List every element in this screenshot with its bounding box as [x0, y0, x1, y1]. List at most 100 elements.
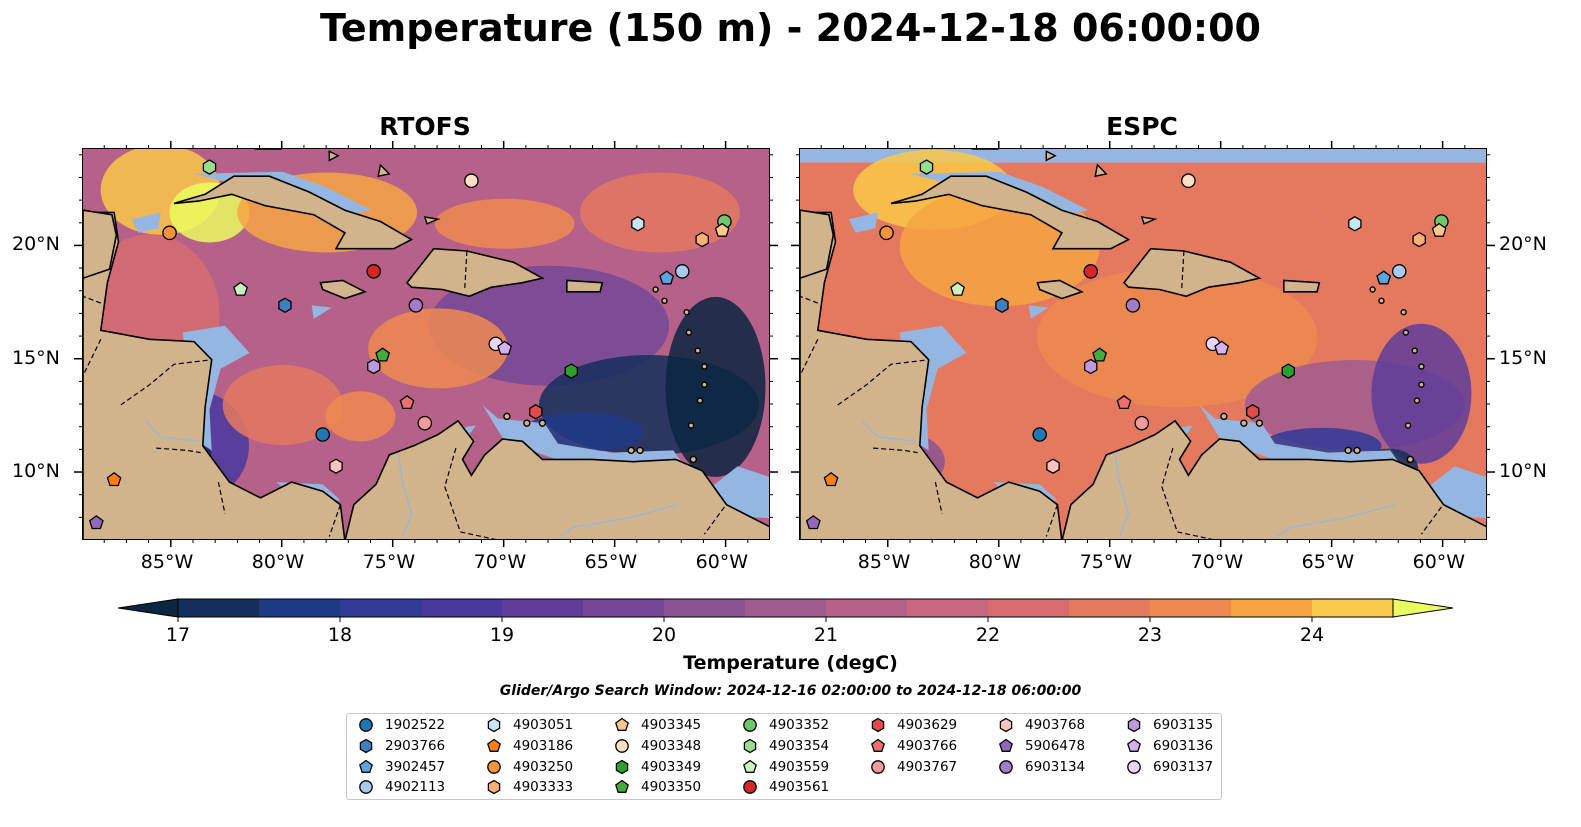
legend-label: 4902113 [385, 779, 446, 796]
float-6903136-espc-0[interactable] [919, 159, 934, 175]
pentagon-marker-icon [1127, 738, 1141, 752]
float-1902522-espc-21[interactable] [1032, 427, 1047, 442]
legend-marker[interactable] [359, 738, 373, 754]
legend-marker[interactable] [999, 738, 1013, 752]
legend-label: 4903333 [513, 779, 574, 796]
legend-marker[interactable] [743, 718, 757, 732]
float-3902457-rtofs-9[interactable] [659, 270, 675, 285]
float-4903348-espc-1[interactable] [1181, 173, 1196, 189]
legend-marker[interactable] [487, 780, 501, 795]
float-4903250-rtofs-6[interactable] [162, 225, 177, 241]
lat-label-left: 10°N [12, 460, 60, 483]
float-4903333-rtofs-5[interactable] [695, 231, 709, 248]
lon-label: 60°W [695, 551, 749, 573]
float-4903186-rtofs-23[interactable] [106, 471, 122, 487]
legend-marker[interactable] [615, 759, 629, 774]
float-6903134-rtofs-12[interactable] [408, 298, 424, 313]
legend-marker[interactable] [359, 718, 373, 732]
float-4903345-espc-4[interactable] [1431, 222, 1447, 237]
float-4903629-rtofs-19[interactable] [529, 404, 543, 420]
legend-marker[interactable] [487, 717, 501, 733]
legend-marker[interactable] [615, 780, 629, 794]
float-4902113-espc-8[interactable] [1391, 264, 1407, 279]
legend-item: 6903136 [1125, 736, 1213, 756]
float-6903136-espc-14[interactable] [1214, 340, 1230, 355]
legend-marker[interactable] [871, 738, 885, 752]
legend-marker[interactable] [615, 717, 629, 731]
float-2903766-espc-11[interactable] [995, 297, 1009, 314]
float-4903186-espc-23[interactable] [823, 471, 839, 487]
colorbar-bin [1231, 599, 1313, 617]
lat-label-right: 15°N [1499, 346, 1547, 369]
legend-marker[interactable] [743, 759, 757, 773]
float-5906478-rtofs-24[interactable] [88, 515, 104, 530]
float-4903350-rtofs-15[interactable] [375, 347, 391, 362]
float-4903629-espc-19[interactable] [1246, 404, 1260, 420]
legend-marker[interactable] [487, 759, 501, 774]
colorbar-tick-label: 24 [1299, 624, 1325, 646]
legend-marker[interactable] [871, 759, 885, 774]
legend-label: 4903767 [897, 758, 958, 775]
hexagon-marker-icon [743, 738, 757, 754]
legend-marker[interactable] [743, 780, 757, 795]
float-4903051-rtofs-2[interactable] [631, 216, 645, 232]
map-panel-rtofs[interactable] [82, 148, 770, 540]
float-4903768-rtofs-22[interactable] [329, 458, 343, 474]
float-4903250-espc-6[interactable] [879, 225, 894, 241]
legend-marker[interactable] [999, 717, 1013, 733]
legend-marker[interactable] [1127, 717, 1141, 733]
float-3902457-espc-9[interactable] [1376, 270, 1392, 285]
circle-marker-icon [871, 759, 885, 774]
float-4903349-rtofs-17[interactable] [564, 363, 578, 379]
float-4903349-espc-17[interactable] [1281, 363, 1295, 379]
legend-marker[interactable] [1127, 759, 1141, 774]
legend-marker[interactable] [743, 738, 757, 754]
float-4903559-rtofs-10[interactable] [233, 281, 248, 296]
map-panel-espc[interactable] [799, 148, 1487, 540]
float-6903136-rtofs-0[interactable] [202, 159, 217, 175]
legend-marker[interactable] [871, 717, 885, 733]
colorbar-tick-label: 22 [975, 624, 1001, 646]
legend-label: 4903186 [513, 737, 574, 754]
float-1902522-rtofs-21[interactable] [315, 427, 330, 442]
float-4903051-espc-2[interactable] [1348, 216, 1362, 232]
search-window-caption: Glider/Argo Search Window: 2024-12-16 02… [499, 683, 1082, 699]
legend-marker[interactable] [615, 738, 629, 753]
float-4903561-espc-7[interactable] [1083, 264, 1099, 279]
legend-marker[interactable] [1127, 738, 1141, 752]
float-6903135-espc-16[interactable] [1084, 358, 1098, 375]
float-4903768-espc-22[interactable] [1046, 458, 1060, 474]
float-4903767-rtofs-20[interactable] [417, 415, 433, 431]
float-4903561-rtofs-7[interactable] [366, 264, 382, 279]
float-4903559-espc-10[interactable] [950, 281, 965, 296]
colorbar-bin [1312, 599, 1394, 617]
float-4903766-rtofs-18[interactable] [399, 394, 415, 410]
float-5906478-espc-24[interactable] [805, 515, 821, 530]
float-6903134-espc-12[interactable] [1125, 298, 1141, 313]
hexagon-marker-icon [871, 717, 885, 733]
float-4903766-espc-18[interactable] [1116, 394, 1132, 410]
float-2903766-rtofs-11[interactable] [278, 297, 292, 314]
legend-item: 4902113 [357, 777, 445, 797]
legend-marker[interactable] [999, 759, 1013, 774]
legend-marker[interactable] [487, 738, 501, 752]
hexagon-marker-icon [359, 738, 373, 754]
float-4902113-rtofs-8[interactable] [674, 264, 690, 279]
float-6903135-rtofs-16[interactable] [367, 358, 381, 375]
colorbar-bin [1150, 599, 1232, 617]
legend-item: 4903350 [613, 777, 701, 797]
legend-item: 4903768 [997, 715, 1085, 735]
colorbar-tick-label: 23 [1137, 624, 1163, 646]
legend-marker[interactable] [359, 759, 373, 773]
legend-marker[interactable] [359, 780, 373, 795]
float-4903348-rtofs-1[interactable] [464, 173, 479, 189]
float-4903767-espc-20[interactable] [1134, 415, 1150, 431]
float-6903136-rtofs-14[interactable] [497, 340, 513, 355]
legend-label: 4903561 [769, 779, 830, 796]
panel-title-rtofs: RTOFS [379, 112, 471, 141]
colorbar-bin [583, 599, 665, 617]
float-4903345-rtofs-4[interactable] [714, 222, 730, 237]
float-4903333-espc-5[interactable] [1412, 231, 1426, 248]
float-4903350-espc-15[interactable] [1092, 347, 1108, 362]
land-6 [1282, 279, 1321, 293]
